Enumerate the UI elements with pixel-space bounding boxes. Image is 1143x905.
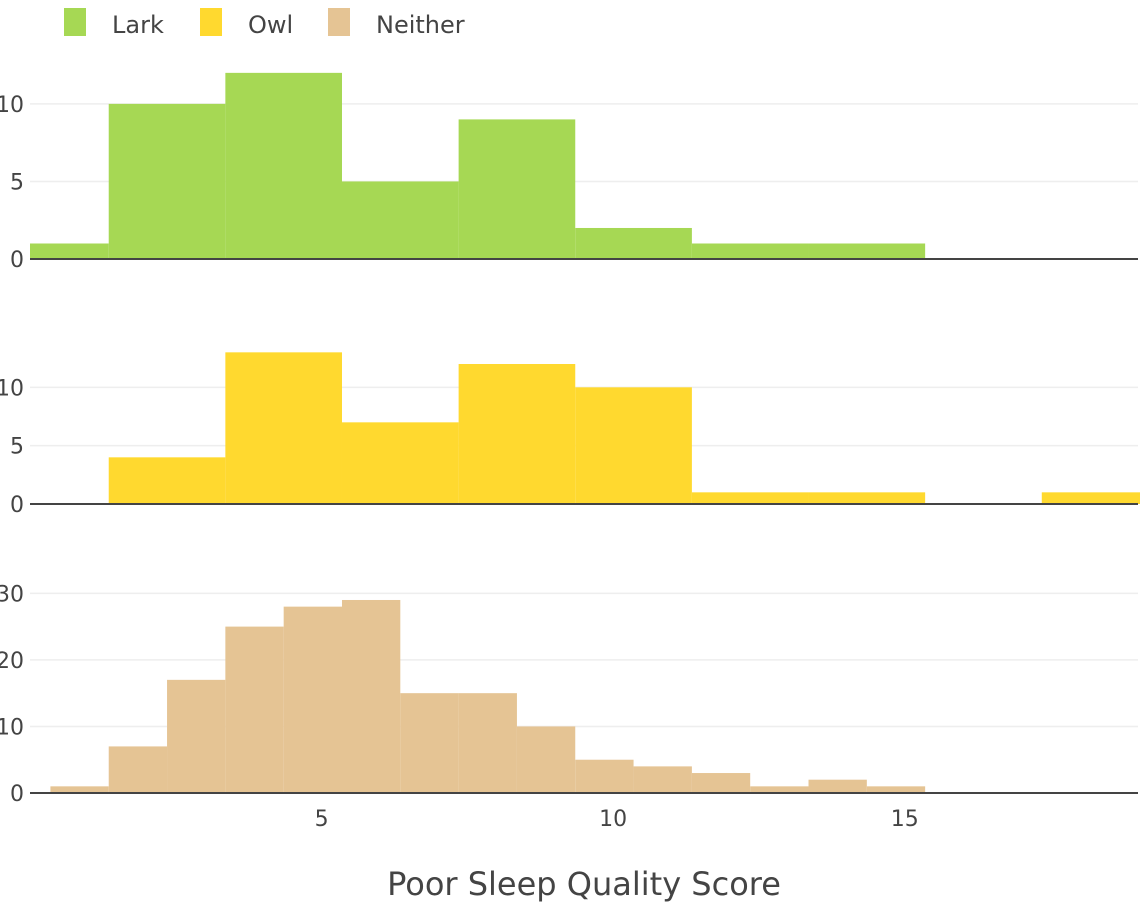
histogram-bar [575,759,634,793]
y-tick-label: 30 [0,582,24,607]
histogram-bar [341,181,459,259]
histogram-bar [1041,492,1140,504]
legend-swatch [64,8,86,36]
legend-item-neither[interactable]: Neither [328,8,465,39]
histogram-bar [30,243,109,259]
y-tick-label: 5 [10,170,24,195]
x-tick-label: 10 [599,807,627,832]
histogram-bar [691,492,809,504]
histogram-bar [108,103,226,259]
histogram-bar [341,599,401,793]
histogram-bar [283,606,342,793]
legend-label: Owl [248,11,293,39]
histogram-bar [458,119,576,259]
histogram-bar [400,693,459,793]
legend-item-lark[interactable]: Lark [64,8,164,39]
histogram-bar [108,746,168,793]
histogram-panels: 0 5 10 0 5 10 0 10 20 30 [0,72,1140,807]
panel-neither: 0 10 20 30 [0,582,1138,807]
legend-label: Lark [112,11,164,39]
histogram-bar [808,243,926,259]
y-tick-label: 10 [0,715,24,740]
x-axis-ticks: 5 10 15 [315,807,919,832]
histogram-bar [808,492,926,504]
histogram-bar [341,422,459,504]
histogram-bar [458,693,517,793]
legend-swatch [328,8,350,36]
x-axis-label: Poor Sleep Quality Score [387,865,781,903]
histogram-bar [225,72,342,259]
legend: Lark Owl Neither [64,8,465,39]
panel-lark: 0 5 10 [0,72,1138,273]
histogram-bar [691,243,809,259]
histogram-bar [691,773,751,793]
x-tick-label: 5 [315,807,329,832]
histogram-bar [808,779,867,793]
y-tick-label: 20 [0,649,24,674]
y-tick-label: 0 [10,493,24,518]
y-tick-label: 10 [0,376,24,401]
y-tick-label: 0 [10,782,24,807]
histogram-bar [50,786,109,793]
histogram-bar [167,679,226,793]
legend-item-owl[interactable]: Owl [200,8,293,39]
y-tick-label: 5 [10,435,24,460]
histogram-bar [575,227,692,259]
panel-owl: 0 5 10 [0,352,1140,518]
histogram-bar [750,786,809,793]
legend-label: Neither [376,11,465,39]
histogram-bar [516,726,576,793]
histogram-bar [225,352,342,504]
x-tick-label: 15 [891,807,919,832]
y-tick-label: 10 [0,93,24,118]
legend-swatch [200,8,222,36]
histogram-bar [458,364,576,504]
histogram-bar [575,387,692,504]
histogram-bar [866,786,926,793]
histogram-bar [225,626,284,793]
y-tick-label: 0 [10,248,24,273]
histogram-bar [633,766,692,793]
histogram-bar [108,457,226,504]
